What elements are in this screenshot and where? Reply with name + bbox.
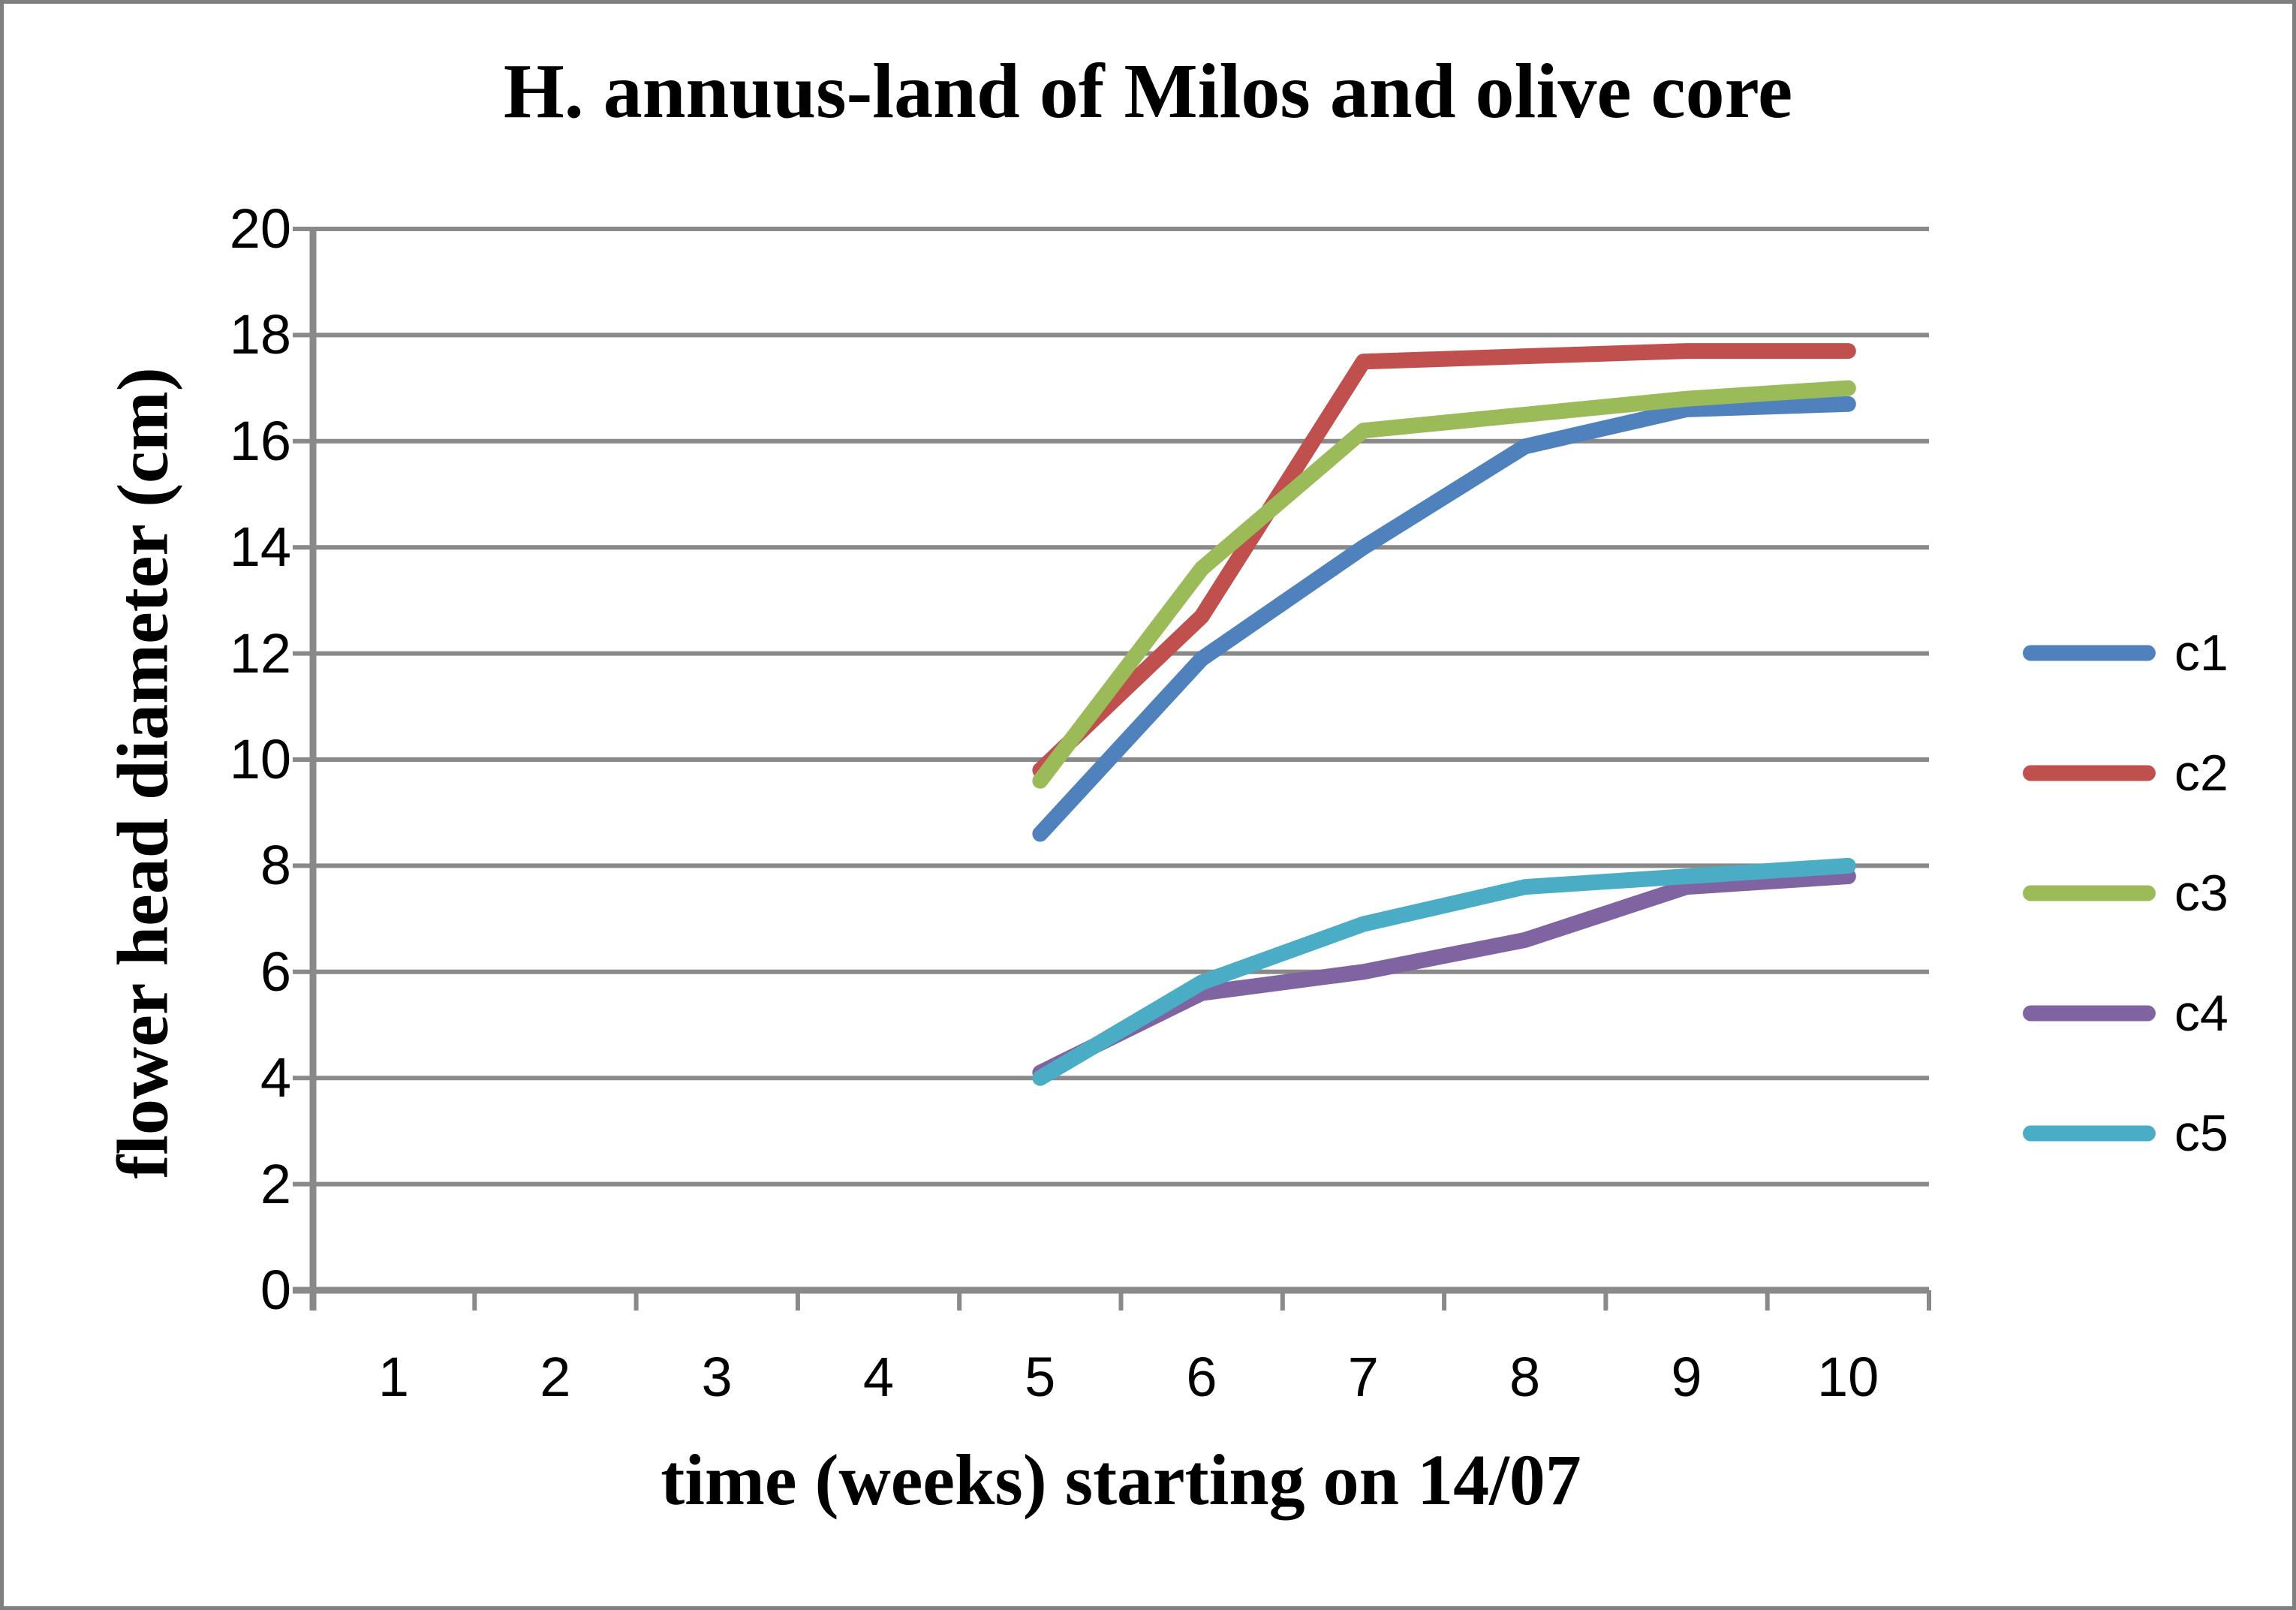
y-tick-label-0: 0 — [260, 1259, 291, 1321]
chart-title: H. annuus-land of Milos and olive core — [503, 48, 1793, 134]
y-tick-label-8: 8 — [260, 834, 291, 897]
legend-swatch-c4 — [2023, 1005, 2156, 1022]
legend-swatch-c1 — [2023, 645, 2156, 661]
x-tick-label-5: 5 — [1025, 1346, 1056, 1408]
x-tick-label-7: 7 — [1347, 1346, 1379, 1408]
legend-swatch-c3 — [2023, 885, 2156, 901]
x-tick-label-1: 1 — [378, 1346, 410, 1408]
series-line-c5 — [1032, 857, 1856, 1086]
x-tick-label-4: 4 — [862, 1346, 894, 1408]
legend-label-c4: c4 — [2174, 985, 2228, 1042]
legend-label-c3: c3 — [2174, 865, 2228, 922]
x-tick-label-8: 8 — [1509, 1346, 1541, 1408]
y-tick-label-20: 20 — [229, 197, 291, 260]
y-tick-label-12: 12 — [229, 621, 291, 685]
legend-swatch-c2 — [2023, 765, 2156, 781]
legend-label-c2: c2 — [2174, 745, 2228, 802]
x-tick-label-9: 9 — [1671, 1346, 1702, 1408]
y-tick-label-18: 18 — [229, 303, 291, 366]
x-tick-label-10: 10 — [1817, 1346, 1879, 1408]
y-tick-label-14: 14 — [229, 516, 291, 579]
x-tick-label-3: 3 — [701, 1346, 733, 1408]
y-tick-label-2: 2 — [260, 1152, 291, 1215]
series-line-c2 — [1032, 343, 1856, 778]
x-axis-title: time (weeks) starting on 14/07 — [661, 1440, 1581, 1520]
y-tick-label-6: 6 — [260, 940, 291, 1003]
legend-swatch-c5 — [2023, 1125, 2156, 1142]
series-line-c3 — [1032, 380, 1856, 789]
y-tick-label-4: 4 — [260, 1046, 291, 1109]
x-tick-label-6: 6 — [1186, 1346, 1217, 1408]
series-line-c1 — [1032, 396, 1856, 842]
x-tick-label-2: 2 — [540, 1346, 571, 1408]
legend-label-c1: c1 — [2174, 624, 2228, 682]
y-tick-label-10: 10 — [229, 728, 291, 790]
y-tick-label-16: 16 — [229, 409, 291, 472]
legend-label-c5: c5 — [2174, 1105, 2228, 1162]
